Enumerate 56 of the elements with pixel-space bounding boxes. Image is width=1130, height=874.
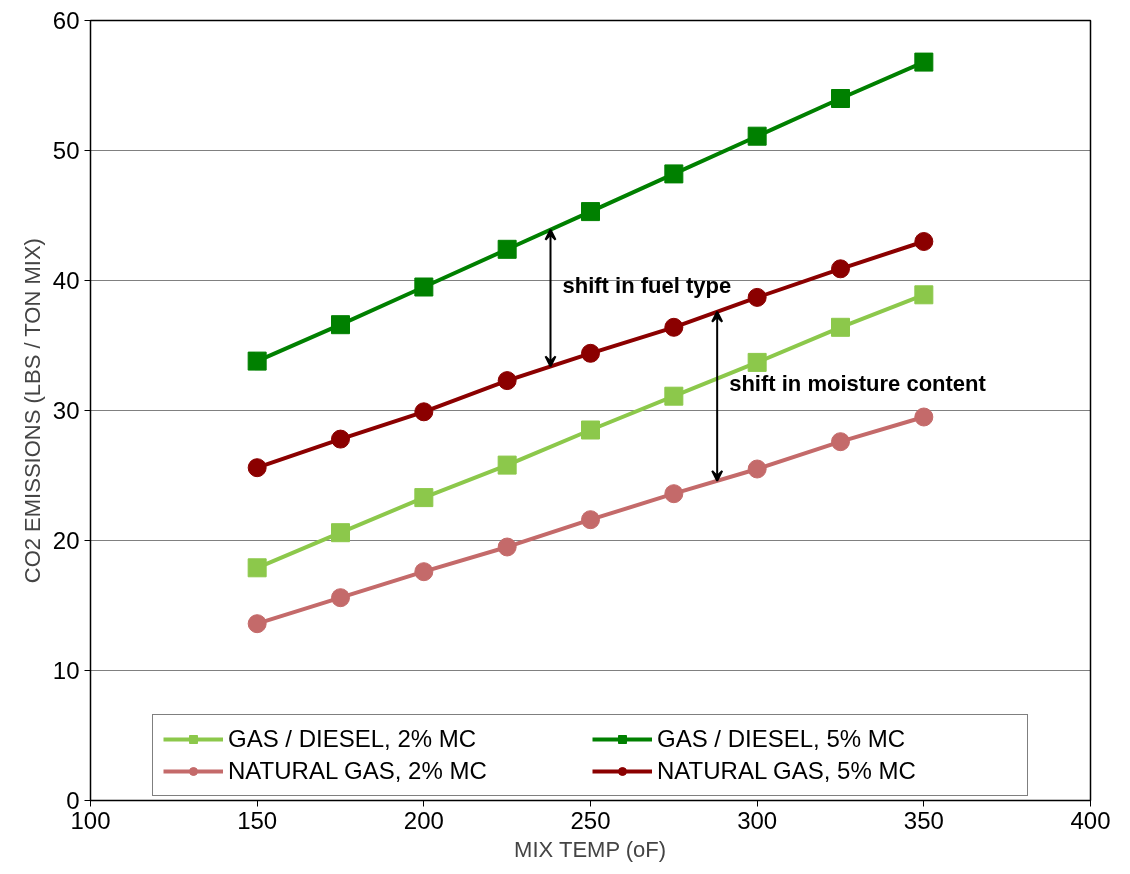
point: [331, 523, 350, 543]
point: [581, 343, 600, 363]
point: [914, 52, 934, 72]
x-tick-label: 300: [737, 806, 778, 834]
point: [831, 432, 850, 452]
point: [414, 277, 434, 297]
x-tick-label: 250: [570, 806, 611, 834]
point: [914, 285, 934, 305]
y-tick-label: 50: [52, 137, 80, 164]
annotation: shift in fuel type: [562, 272, 732, 298]
point: [247, 351, 267, 371]
point: [831, 259, 850, 279]
legend-label: NATURAL GAS, 5% MC: [657, 757, 917, 785]
point: [331, 315, 350, 335]
y-tick-label: 10: [52, 657, 80, 684]
point: [247, 614, 267, 634]
point: [414, 562, 434, 582]
point: [747, 352, 767, 372]
x-tick-label: 200: [403, 806, 444, 834]
point: [581, 510, 600, 530]
annotation: shift in moisture content: [729, 370, 987, 396]
legend-label: GAS / DIESEL, 2% MC: [228, 725, 478, 753]
point: [331, 588, 350, 608]
point: [497, 455, 517, 475]
point: [331, 429, 350, 449]
y-tick-label: 60: [52, 7, 80, 34]
y-tick-label: 30: [52, 397, 80, 424]
point: [747, 287, 767, 307]
y-tick-label: 40: [52, 267, 80, 294]
y-tick-label: 20: [52, 527, 80, 554]
legend-label: GAS / DIESEL, 5% MC: [657, 725, 907, 753]
point: [831, 317, 850, 337]
point: [914, 407, 934, 427]
point: [664, 164, 684, 184]
point: [664, 386, 684, 406]
point: [831, 89, 850, 108]
x-tick-label: 350: [903, 806, 944, 834]
point: [497, 371, 517, 391]
legend-label: NATURAL GAS, 2% MC: [228, 757, 488, 785]
point: [247, 458, 267, 478]
point: [414, 402, 434, 422]
point: [664, 484, 684, 504]
point: [497, 239, 517, 259]
point: [747, 126, 767, 146]
y-axis-title: CO2 EMISSIONS (LBS / TON MIX): [19, 238, 45, 584]
point: [247, 558, 267, 578]
point: [497, 537, 517, 557]
x-tick-label: 150: [237, 806, 278, 834]
point: [664, 317, 684, 337]
point: [581, 202, 600, 222]
point: [581, 420, 600, 440]
x-axis-title: MIX TEMP (oF): [514, 836, 667, 862]
x-tick-label: 400: [1070, 806, 1111, 834]
point: [914, 232, 934, 251]
point: [414, 488, 434, 508]
point: [747, 459, 767, 479]
